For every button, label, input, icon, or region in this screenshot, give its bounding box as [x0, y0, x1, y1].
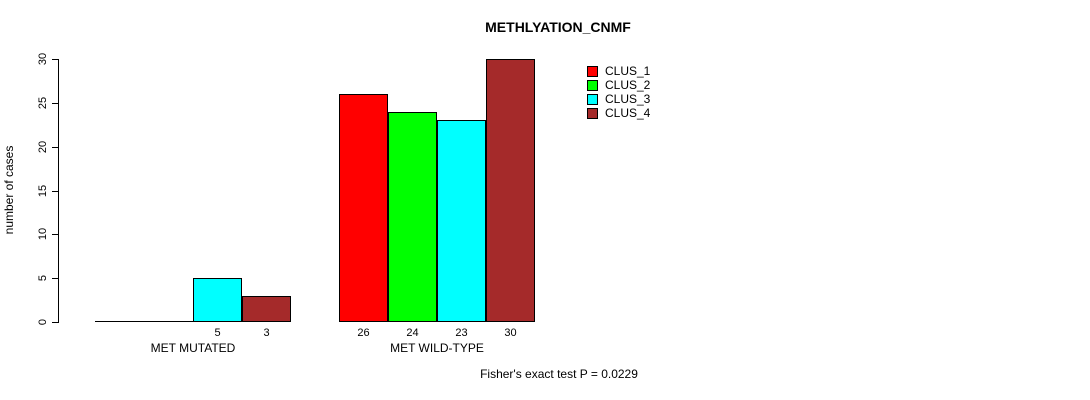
bar-value-label: 3 [263, 327, 270, 339]
y-axis-line [58, 59, 59, 323]
legend-label: CLUS_1 [605, 64, 651, 78]
legend-swatch-clus_1 [587, 66, 598, 77]
bar-value-label: 5 [214, 327, 221, 339]
y-tick-mark [52, 103, 58, 104]
y-tick-mark [52, 59, 58, 60]
y-tick-mark [52, 234, 58, 235]
legend-label: CLUS_2 [605, 78, 651, 92]
y-tick-label: 30 [37, 52, 49, 66]
legend-swatch-clus_4 [587, 108, 598, 119]
y-tick-mark [52, 191, 58, 192]
bar-clus_2 [388, 112, 437, 322]
bar-clus_3 [193, 278, 242, 322]
chart-title: METHLYATION_CNMF [485, 19, 631, 35]
x-category-label: MET MUTATED [150, 341, 236, 355]
fisher-test-annotation: Fisher's exact test P = 0.0229 [480, 367, 638, 381]
legend-swatch-clus_3 [587, 94, 598, 105]
x-category-label: MET WILD-TYPE [390, 341, 484, 355]
bar-value-label: 26 [357, 327, 370, 339]
bar-clus_1 [339, 94, 388, 322]
bar-clus_1-zero [95, 321, 145, 322]
bar-clus_2-zero [144, 321, 194, 322]
y-tick-mark [52, 322, 58, 323]
legend-label: CLUS_4 [605, 106, 651, 120]
bar-clus_4 [242, 296, 291, 322]
legend-swatch-clus_2 [587, 80, 598, 91]
bar-value-label: 30 [504, 327, 517, 339]
y-tick-mark [52, 278, 58, 279]
legend-label: CLUS_3 [605, 92, 651, 106]
bar-clus_4 [486, 59, 535, 322]
y-axis-label: number of cases [2, 145, 16, 235]
bar-value-label: 24 [406, 327, 419, 339]
y-tick-mark [52, 147, 58, 148]
bar-clus_3 [437, 120, 486, 322]
bar-value-label: 23 [455, 327, 468, 339]
